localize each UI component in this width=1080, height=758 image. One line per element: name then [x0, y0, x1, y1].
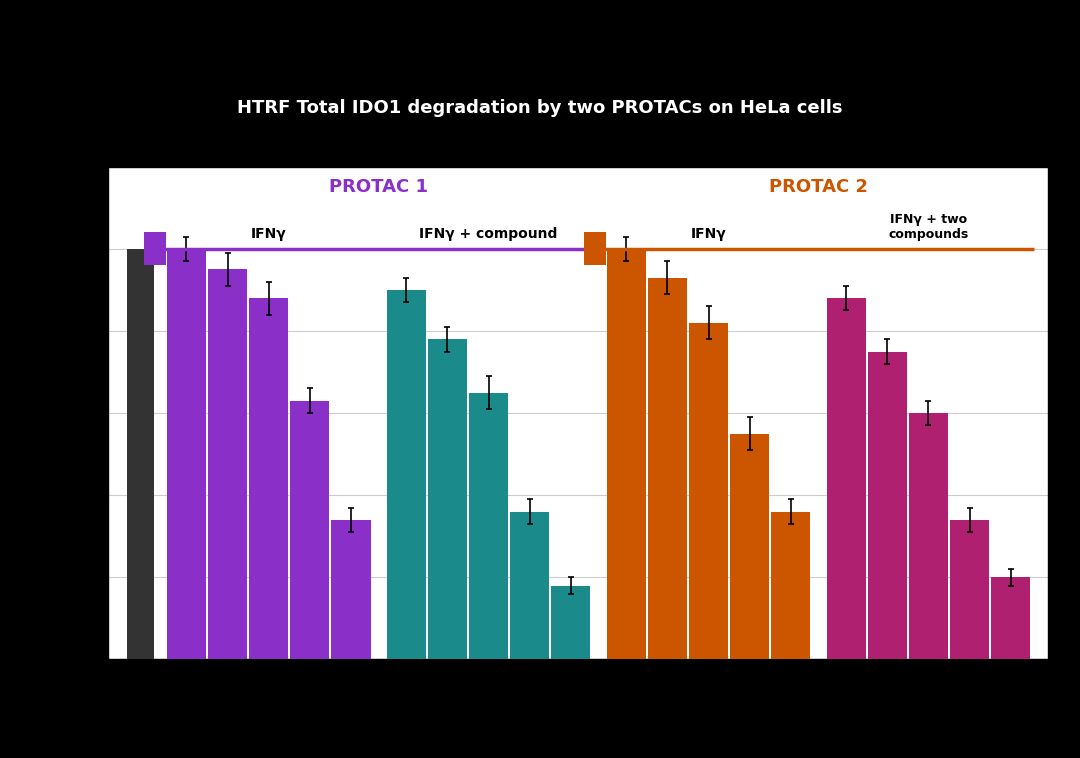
Bar [145, 233, 166, 265]
Bar [291, 401, 329, 659]
Bar [607, 249, 646, 659]
Text: IFNγ + compound: IFNγ + compound [419, 227, 557, 241]
Bar [867, 352, 907, 659]
Bar [387, 290, 426, 659]
Bar [332, 520, 370, 659]
Bar [950, 520, 989, 659]
Text: IFNγ: IFNγ [251, 227, 286, 241]
Bar [909, 413, 948, 659]
Text: IFNγ: IFNγ [691, 227, 727, 241]
Bar [771, 512, 810, 659]
Bar [551, 585, 591, 659]
Bar [249, 298, 288, 659]
Bar [428, 340, 467, 659]
Bar [469, 393, 509, 659]
Bar [826, 298, 866, 659]
Bar [730, 434, 769, 659]
Text: HTRF Total IDO1 degradation by two PROTACs on HeLa cells: HTRF Total IDO1 degradation by two PROTA… [238, 99, 842, 117]
Bar [991, 578, 1030, 659]
Text: PROTAC 1: PROTAC 1 [329, 177, 428, 196]
Bar [208, 269, 247, 659]
Y-axis label: % IDO1 remaining: % IDO1 remaining [49, 343, 64, 483]
Bar [126, 249, 154, 659]
Bar [166, 249, 206, 659]
Text: IFNγ + two
compounds: IFNγ + two compounds [888, 213, 969, 241]
Bar [584, 233, 606, 265]
Bar [689, 323, 728, 659]
Bar [510, 512, 550, 659]
Bar [648, 277, 687, 659]
Text: PROTAC 2: PROTAC 2 [769, 177, 868, 196]
